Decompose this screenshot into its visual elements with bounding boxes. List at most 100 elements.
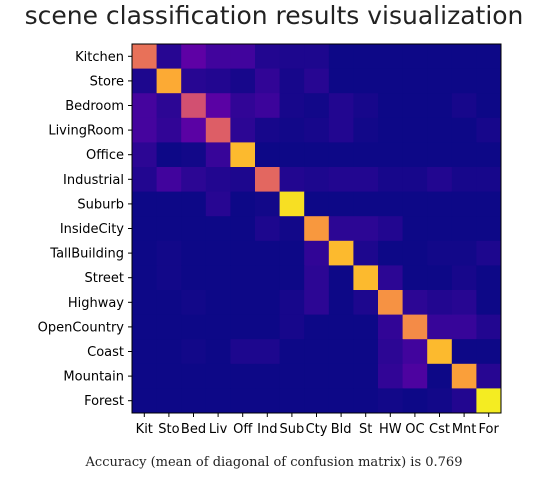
heatmap-cell [476, 93, 502, 119]
heatmap-cell [402, 117, 428, 143]
y-tick-label: Highway [68, 296, 124, 311]
x-tick-label: OC [405, 422, 424, 437]
heatmap-cell [476, 68, 502, 94]
heatmap-cell [181, 117, 207, 143]
heatmap-cell [304, 142, 330, 168]
heatmap-cell [255, 44, 281, 70]
y-tick-label: Bedroom [65, 99, 124, 114]
heatmap-cell [132, 216, 158, 242]
heatmap-cell [451, 142, 477, 168]
heatmap-cell [328, 314, 354, 340]
heatmap-cell [132, 339, 158, 365]
heatmap-cell [427, 388, 453, 414]
heatmap-cell [402, 216, 428, 242]
heatmap-cell [402, 142, 428, 168]
heatmap-cell [304, 117, 330, 143]
heatmap-cell [181, 314, 207, 340]
heatmap-cell [205, 68, 231, 94]
heatmap-cell [304, 191, 330, 217]
heatmap-cell [230, 388, 256, 414]
heatmap-cell [353, 363, 379, 389]
heatmap-cell [181, 240, 207, 266]
heatmap-cell [304, 363, 330, 389]
heatmap-cell [427, 44, 453, 70]
heatmap-cell [255, 167, 281, 193]
x-tick-label: Cst [429, 422, 450, 437]
heatmap-cell [205, 339, 231, 365]
heatmap-cell [205, 363, 231, 389]
heatmap-cell [476, 240, 502, 266]
heatmap-cell [427, 191, 453, 217]
x-tick-label: Ind [257, 422, 277, 437]
heatmap-cell [255, 191, 281, 217]
heatmap-cell [378, 167, 404, 193]
heatmap-cell [205, 167, 231, 193]
heatmap-cell [378, 117, 404, 143]
heatmap-cell [255, 216, 281, 242]
heatmap-cell [353, 339, 379, 365]
heatmap-cell [279, 68, 305, 94]
heatmap-cell [132, 363, 158, 389]
heatmap-cell [255, 363, 281, 389]
heatmap-cell [328, 216, 354, 242]
heatmap-cell [451, 363, 477, 389]
y-tick-label: Street [84, 271, 124, 286]
heatmap-cell [378, 191, 404, 217]
y-tick-label: TallBuilding [49, 247, 124, 262]
heatmap-cell [402, 265, 428, 291]
heatmap-cell [378, 265, 404, 291]
heatmap-cell [255, 339, 281, 365]
heatmap-cell [181, 290, 207, 316]
heatmap-cell [205, 314, 231, 340]
heatmap-cell [205, 117, 231, 143]
heatmap-cell [378, 240, 404, 266]
heatmap-cell [156, 388, 182, 414]
heatmap-cell [255, 388, 281, 414]
heatmap-cell [328, 265, 354, 291]
heatmap-cell [427, 240, 453, 266]
heatmap-cell [230, 314, 256, 340]
heatmap-cell [132, 167, 158, 193]
heatmap-cell [279, 265, 305, 291]
heatmap-cell [181, 339, 207, 365]
x-tick-label: Sub [280, 422, 305, 437]
heatmap-cell [476, 339, 502, 365]
heatmap-cell [255, 240, 281, 266]
heatmap-cell [205, 191, 231, 217]
heatmap-cell [353, 265, 379, 291]
heatmap-cell [378, 68, 404, 94]
heatmap-cell [378, 44, 404, 70]
heatmap-cell [427, 93, 453, 119]
heatmap-cell [279, 167, 305, 193]
heatmap-cell [402, 240, 428, 266]
heatmap-cell [181, 93, 207, 119]
heatmap-cell [328, 339, 354, 365]
heatmap-cell [427, 265, 453, 291]
heatmap-cell [156, 265, 182, 291]
heatmap-cell [230, 363, 256, 389]
x-tick-label: Cty [306, 422, 328, 437]
heatmap-cell [402, 44, 428, 70]
heatmap-cell [205, 93, 231, 119]
accuracy-caption: Accuracy (mean of diagonal of confusion … [85, 455, 463, 470]
x-tick-label: For [479, 422, 500, 437]
heatmap-cell [156, 44, 182, 70]
heatmap-cell [427, 314, 453, 340]
heatmap-cell [476, 388, 502, 414]
heatmap-cell [427, 142, 453, 168]
heatmap-cell [402, 314, 428, 340]
heatmap-cell [132, 240, 158, 266]
heatmap-cell [427, 117, 453, 143]
heatmap-cell [328, 68, 354, 94]
heatmap-cell [230, 167, 256, 193]
heatmap-cell [230, 339, 256, 365]
heatmap-cell [181, 44, 207, 70]
heatmap-cell [304, 265, 330, 291]
heatmap-cell [353, 216, 379, 242]
heatmap-cell [156, 314, 182, 340]
heatmap-cell [156, 191, 182, 217]
y-tick-label: Store [90, 74, 124, 89]
heatmap-cell [476, 191, 502, 217]
heatmap-cell [156, 216, 182, 242]
heatmap-cell [353, 314, 379, 340]
